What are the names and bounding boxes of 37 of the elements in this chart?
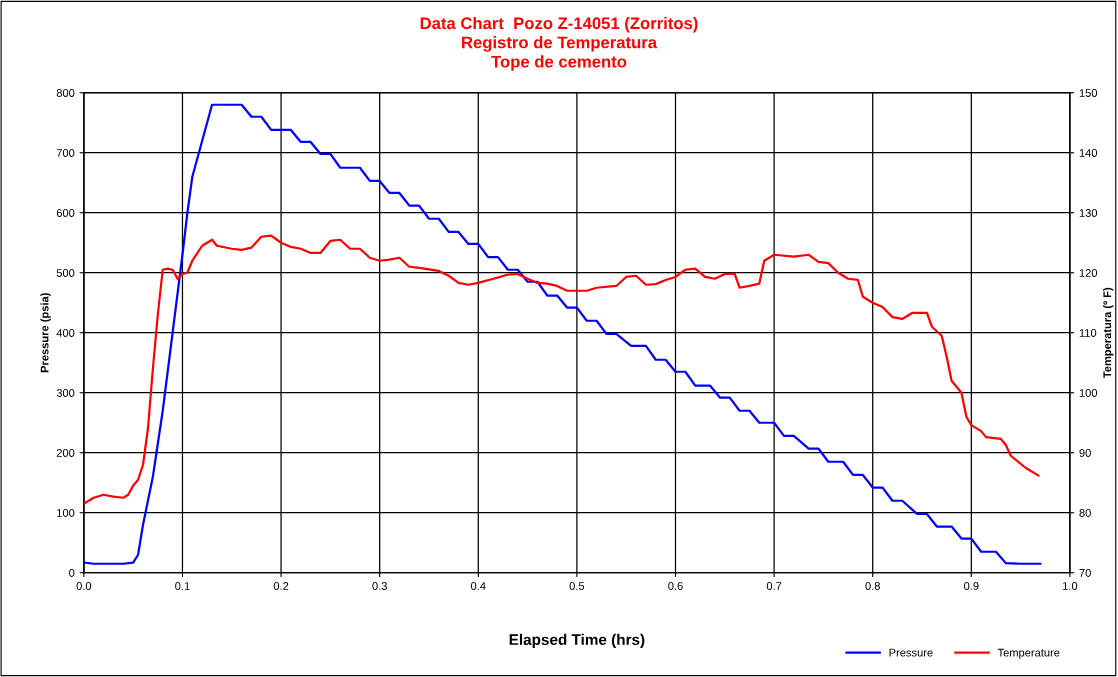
x-tick-label: 1.0 (1063, 582, 1078, 590)
y2-axis-title: Temperatura (º F) (1103, 287, 1114, 379)
y2-tick-label: 100 (1079, 389, 1098, 397)
y-tick-label: 600 (56, 209, 75, 217)
y2-tick-label: 120 (1079, 269, 1098, 277)
y-tick-label: 400 (56, 329, 75, 337)
y-tick-label: 100 (57, 509, 75, 517)
y2-tick-label: 140 (1079, 149, 1098, 157)
x-tick-label: 0.9 (964, 582, 979, 590)
legend-label: Pressure (889, 648, 933, 657)
x-axis-title: Elapsed Time (hrs) (509, 633, 645, 649)
y-tick-label: 0 (69, 569, 75, 577)
y2-tick-label: 110 (1079, 329, 1097, 337)
x-tick-label: 0.3 (372, 582, 387, 590)
x-tick-label: 0.6 (668, 582, 683, 590)
y-tick-label: 700 (56, 149, 75, 157)
y2-tick-label: 150 (1079, 89, 1098, 97)
legend-label: Temperature (997, 648, 1060, 659)
line-series (83, 234, 1040, 505)
y-tick-label: 300 (56, 389, 75, 397)
x-tick-label: 0.1 (175, 582, 190, 590)
y-tick-label: 200 (56, 449, 75, 457)
x-tick-label: 0.2 (273, 582, 289, 590)
x-tick-label: 0.4 (470, 582, 486, 590)
y2-tick-label: 90 (1079, 449, 1091, 457)
y2-tick-label: 70 (1079, 569, 1091, 577)
y-axis-title: Pressure (psia) (40, 293, 51, 373)
x-tick-label: 0.5 (569, 582, 585, 590)
y2-tick-label: 80 (1079, 509, 1091, 517)
chart-title: Data Chart Pozo Z-14051 (Zorritos) Registro de Temperatura Tope de cemento (420, 16, 698, 71)
y-tick-label: 800 (56, 89, 75, 97)
x-tick-label: 0.8 (865, 582, 880, 590)
y-tick-label: 500 (56, 269, 75, 277)
y2-tick-label: 130 (1079, 209, 1098, 217)
x-tick-label: 0.0 (76, 582, 92, 590)
x-tick-label: 0.7 (766, 582, 782, 590)
line-series (83, 103, 1042, 565)
